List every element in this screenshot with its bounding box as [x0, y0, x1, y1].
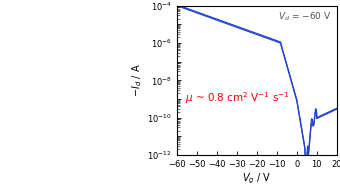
X-axis label: $V_g$ / V: $V_g$ / V: [242, 172, 271, 186]
Y-axis label: $-I_d$ / A: $-I_d$ / A: [131, 64, 144, 97]
Text: $\mu$ ~ 0.8 cm$^2$ V$^{-1}$ s$^{-1}$: $\mu$ ~ 0.8 cm$^2$ V$^{-1}$ s$^{-1}$: [185, 90, 290, 106]
Text: $V_d$ = −60 V: $V_d$ = −60 V: [278, 10, 332, 23]
